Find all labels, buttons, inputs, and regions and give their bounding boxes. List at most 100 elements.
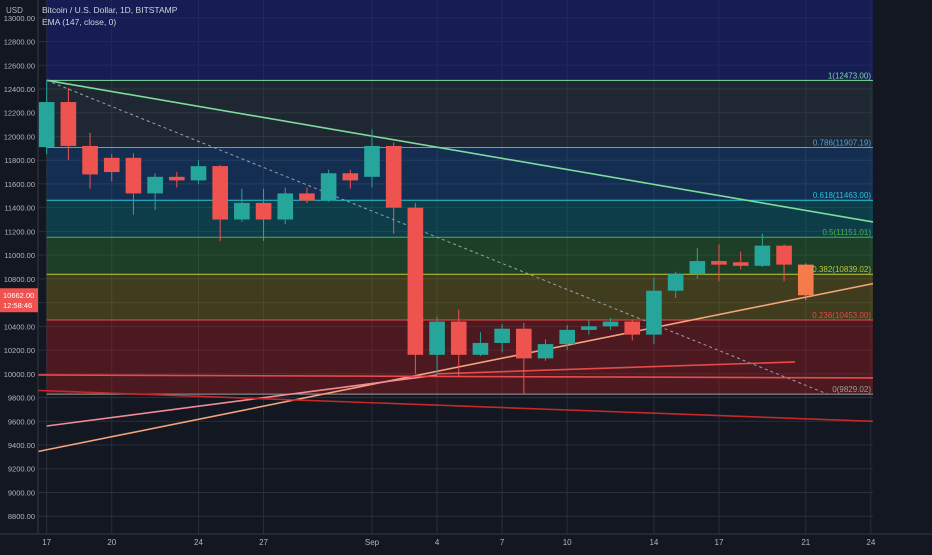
x-tick-label: 24	[194, 538, 203, 547]
candle[interactable]	[342, 169, 359, 189]
trendline-rising-pink[interactable]	[46, 374, 438, 427]
candle-body	[711, 261, 727, 265]
candle-body	[364, 145, 380, 177]
candle[interactable]	[516, 322, 532, 394]
y-tick-label: 11800.00	[4, 156, 35, 165]
candle-body	[212, 166, 228, 220]
symbol-title[interactable]: Bitcoin / U.S. Dollar, 1D, BITSTAMP	[42, 5, 178, 15]
candle-body	[646, 290, 662, 335]
candle-body	[429, 321, 445, 355]
candle-body	[537, 344, 554, 359]
y-tick-label: 9600.00	[8, 417, 35, 426]
candle[interactable]	[168, 172, 185, 188]
y-tick-label: 10200.00	[4, 346, 35, 355]
candle[interactable]	[581, 320, 597, 335]
x-tick-label: 20	[107, 538, 116, 547]
candle-body	[559, 329, 576, 345]
candle[interactable]	[667, 271, 684, 298]
x-tick-label: 21	[801, 538, 810, 547]
candle[interactable]	[103, 154, 120, 182]
candle[interactable]	[689, 248, 706, 279]
candle[interactable]	[364, 129, 380, 188]
candle[interactable]	[450, 309, 467, 377]
candle[interactable]	[212, 164, 228, 241]
x-tick-label: Sep	[365, 538, 380, 547]
y-tick-label: 9400.00	[8, 441, 35, 450]
x-tick-label: 27	[259, 538, 268, 547]
x-axis-background	[0, 534, 932, 550]
fib-level-label: 0.236(10453.00)	[812, 311, 871, 320]
y-tick-label: 11000.00	[4, 251, 35, 260]
trendline-short-red[interactable]	[437, 361, 795, 375]
x-tick-label: 14	[649, 538, 658, 547]
price-axis-background	[873, 0, 932, 534]
candle-body	[299, 193, 315, 201]
candle-body	[82, 145, 98, 175]
candle[interactable]	[320, 169, 337, 202]
x-tick-label: 4	[435, 538, 440, 547]
price-badge-bg	[0, 288, 38, 313]
candle[interactable]	[407, 202, 424, 374]
candle[interactable]	[60, 87, 77, 161]
candle[interactable]	[255, 188, 272, 241]
candle[interactable]	[754, 233, 771, 267]
x-tick-label: 17	[42, 538, 51, 547]
candle[interactable]	[646, 277, 662, 345]
candle[interactable]	[385, 142, 402, 234]
candle[interactable]	[494, 323, 510, 353]
y-tick-label: 9000.00	[8, 488, 35, 497]
candle-body	[125, 157, 142, 194]
trendline-rising-orange[interactable]	[37, 282, 874, 453]
candle[interactable]	[776, 244, 792, 282]
trendline-flat-red[interactable]	[37, 374, 874, 379]
candle-body	[385, 145, 402, 208]
candle-body	[494, 328, 510, 343]
candle[interactable]	[277, 187, 294, 225]
candles	[38, 80, 814, 394]
candle[interactable]	[82, 132, 98, 189]
trendline-descending-green[interactable]	[46, 79, 874, 223]
candle[interactable]	[147, 173, 163, 211]
candle-body	[624, 321, 641, 335]
candle[interactable]	[299, 187, 315, 203]
candle-body	[797, 264, 814, 296]
candle[interactable]	[537, 339, 554, 361]
y-tick-label: 12600.00	[4, 61, 35, 70]
y-tick-label: 10000.00	[4, 370, 35, 379]
candle[interactable]	[234, 188, 250, 222]
y-axis-background	[0, 0, 38, 550]
candle[interactable]	[624, 320, 641, 341]
y-tick-label: 13000.00	[4, 14, 35, 23]
candle[interactable]	[125, 153, 142, 215]
candle[interactable]	[602, 318, 619, 330]
candle[interactable]	[429, 316, 445, 375]
fib-level-label: 0.618(11463.00)	[813, 191, 871, 200]
candle[interactable]	[732, 251, 749, 270]
y-tick-label: 9800.00	[8, 394, 35, 403]
candle[interactable]	[797, 263, 814, 301]
candle[interactable]	[711, 244, 727, 282]
y-tick-label: 9200.00	[8, 465, 35, 474]
fib-level-label: 0.786(11907.19)	[813, 138, 871, 147]
candle[interactable]	[38, 80, 55, 155]
x-tick-label: 10	[563, 538, 572, 547]
candle[interactable]	[472, 332, 489, 356]
y-tick-label: 11400.00	[4, 204, 35, 213]
fib-zones	[46, 0, 932, 534]
fib-zone	[46, 274, 874, 321]
fib-zone	[46, 237, 874, 275]
fib-zone	[46, 0, 874, 81]
y-tick-label: 10400.00	[4, 322, 35, 331]
trendline-falling-red[interactable]	[37, 389, 874, 423]
fib-zone	[46, 80, 874, 148]
indicator-label[interactable]: EMA (147, close, 0)	[42, 17, 117, 27]
candle-body	[472, 342, 489, 355]
candle-body	[277, 193, 294, 220]
candle[interactable]	[190, 160, 207, 184]
candle-body	[689, 261, 706, 275]
trendline-fib-diagonal[interactable]	[46, 79, 828, 395]
candle[interactable]	[559, 325, 576, 351]
